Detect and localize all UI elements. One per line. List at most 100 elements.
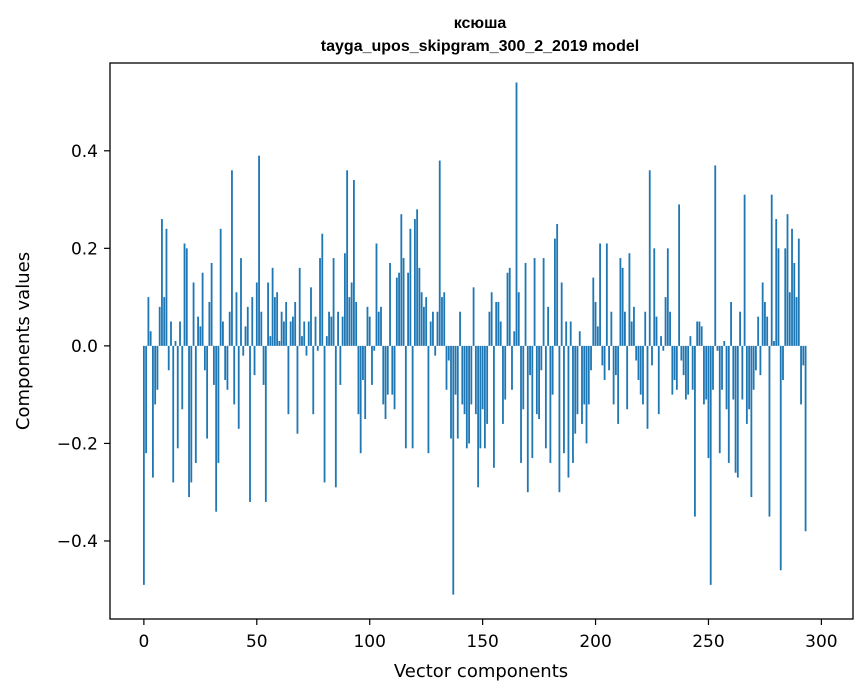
bar-189 xyxy=(569,321,572,346)
bar-183 xyxy=(556,223,559,346)
bar-38 xyxy=(228,311,231,346)
bar-61 xyxy=(280,311,283,346)
bar-170 xyxy=(526,345,529,493)
bar-188 xyxy=(567,345,570,478)
bar-240 xyxy=(684,345,687,400)
bar-191 xyxy=(574,345,577,434)
bar-225 xyxy=(651,345,653,366)
bar-244 xyxy=(694,345,696,517)
bar-221 xyxy=(642,345,644,405)
bar-165 xyxy=(515,82,518,346)
bar-112 xyxy=(395,277,398,346)
bar-116 xyxy=(404,345,407,449)
bar-209 xyxy=(614,345,617,376)
bar-50 xyxy=(255,282,258,346)
bar-109 xyxy=(389,262,391,346)
bar-70 xyxy=(301,336,303,346)
bar-171 xyxy=(529,345,531,376)
bar-22 xyxy=(192,282,195,346)
bar-43 xyxy=(240,258,242,346)
bar-153 xyxy=(488,311,491,346)
bar-107 xyxy=(384,345,387,420)
bar-155 xyxy=(493,345,495,468)
bar-1 xyxy=(145,345,148,454)
bar-185 xyxy=(560,282,563,346)
bar-263 xyxy=(736,345,739,478)
bar-57 xyxy=(271,267,274,346)
bar-91 xyxy=(348,297,351,346)
bar-172 xyxy=(531,345,534,459)
x-tick-label: 50 xyxy=(246,632,268,652)
bar-13 xyxy=(172,345,175,483)
bar-51 xyxy=(258,155,260,346)
bar-200 xyxy=(594,301,597,346)
bar-59 xyxy=(276,292,279,346)
bar-289 xyxy=(795,297,798,346)
bar-108 xyxy=(386,345,389,395)
bar-216 xyxy=(630,321,633,346)
bar-42 xyxy=(237,345,240,429)
bar-212 xyxy=(621,267,624,346)
bar-281 xyxy=(777,248,780,346)
bar-198 xyxy=(590,345,592,371)
bar-267 xyxy=(745,345,748,424)
bar-235 xyxy=(673,345,676,381)
bar-249 xyxy=(705,345,708,400)
bar-292 xyxy=(802,345,805,366)
bar-217 xyxy=(633,306,635,346)
bar-0 xyxy=(142,345,145,585)
bar-8 xyxy=(161,219,163,346)
bar-10 xyxy=(165,228,168,346)
bar-257 xyxy=(723,341,726,346)
bar-40 xyxy=(233,345,236,405)
bar-177 xyxy=(542,258,545,346)
bar-247 xyxy=(700,326,703,346)
bar-32 xyxy=(215,345,218,512)
bar-160 xyxy=(504,345,507,400)
bar-163 xyxy=(511,345,513,390)
y-tick-label: 0.4 xyxy=(71,142,98,162)
bar-25 xyxy=(199,326,202,346)
bar-103 xyxy=(375,243,378,346)
bar-77 xyxy=(316,345,319,351)
bar-194 xyxy=(581,345,583,424)
bar-62 xyxy=(282,321,285,346)
bar-181 xyxy=(551,345,554,395)
bar-55 xyxy=(267,282,269,346)
bar-128 xyxy=(432,311,434,346)
bar-229 xyxy=(660,336,662,346)
bar-204 xyxy=(603,345,606,381)
bar-290 xyxy=(797,238,800,346)
bar-278 xyxy=(770,194,773,346)
bar-98 xyxy=(364,345,367,420)
bar-27 xyxy=(203,345,206,371)
y-tick-label: 0.2 xyxy=(71,239,98,259)
bar-82 xyxy=(328,311,330,346)
bar-49 xyxy=(253,345,256,376)
bar-214 xyxy=(626,345,629,410)
bar-21 xyxy=(190,345,193,483)
bar-64 xyxy=(287,345,290,415)
bar-274 xyxy=(761,282,764,346)
bar-95 xyxy=(357,345,360,415)
bar-232 xyxy=(666,248,669,346)
bar-138 xyxy=(454,345,457,395)
bar-205 xyxy=(605,243,608,346)
x-axis-ticks: 0 50 100 150 200 250 300 xyxy=(138,619,838,652)
bar-126 xyxy=(427,345,430,454)
bar-285 xyxy=(786,214,789,346)
bar-133 xyxy=(443,292,446,346)
bar-207 xyxy=(610,311,613,346)
bar-276 xyxy=(766,316,769,346)
bar-118 xyxy=(409,228,412,346)
bar-2 xyxy=(147,297,150,346)
bar-119 xyxy=(411,345,414,449)
bar-139 xyxy=(456,345,459,439)
bar-222 xyxy=(644,311,647,346)
bar-104 xyxy=(377,311,380,346)
bar-203 xyxy=(601,345,604,366)
bar-41 xyxy=(235,292,238,346)
bar-192 xyxy=(576,345,579,415)
bar-268 xyxy=(748,345,751,410)
bar-4 xyxy=(152,345,154,478)
